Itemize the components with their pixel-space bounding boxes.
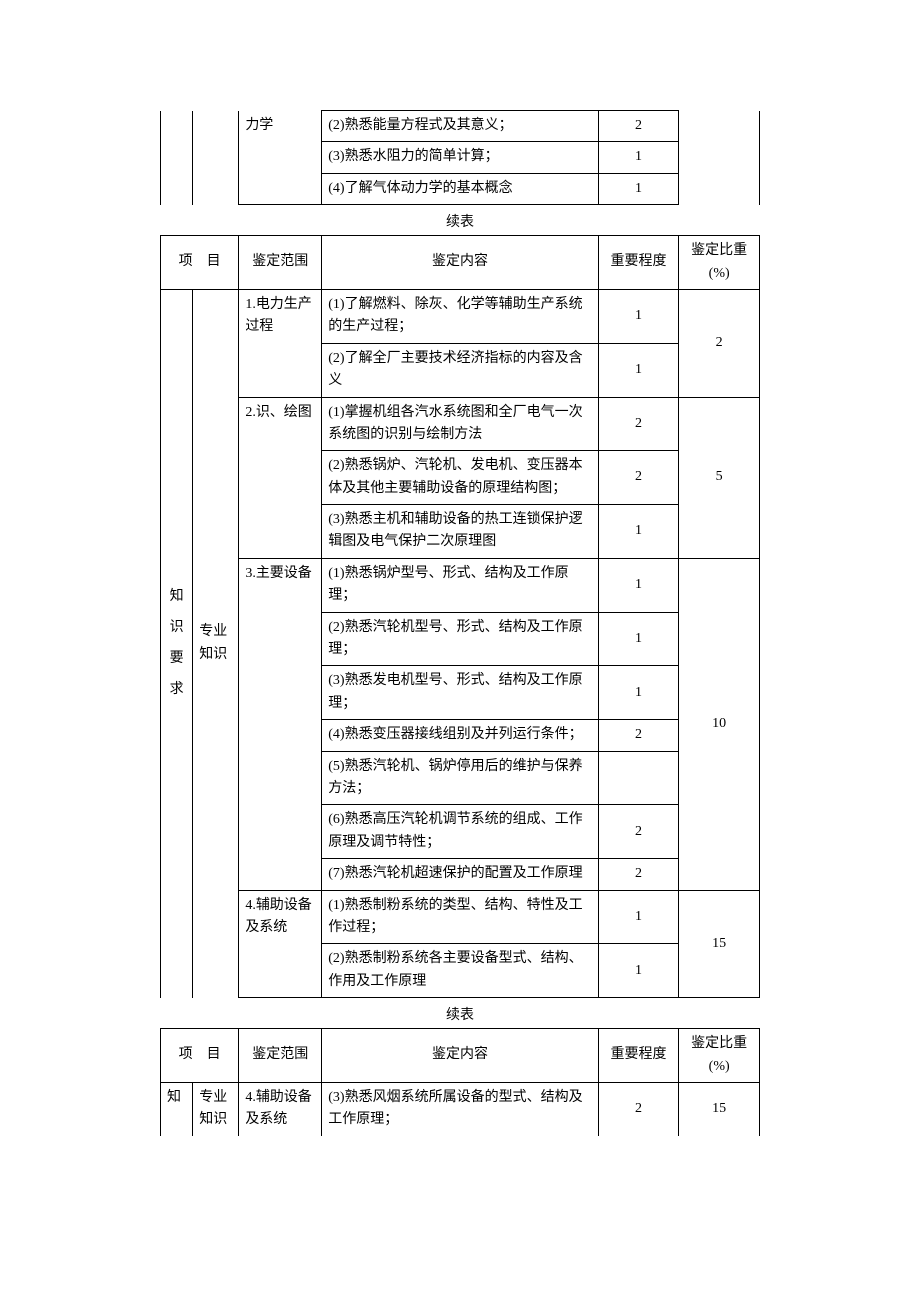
importance-cell: 1 [598, 558, 679, 612]
importance-cell: 1 [598, 666, 679, 720]
content-cell: (3)熟悉风烟系统所属设备的型式、结构及工作原理； [322, 1082, 598, 1135]
col2-top: 专业 [199, 624, 227, 639]
header-project: 项 目 [161, 236, 239, 290]
importance-cell: 1 [598, 612, 679, 666]
weight-cell: 15 [679, 890, 760, 998]
importance-cell: 1 [598, 173, 679, 204]
scope-cell: 4.辅助设备及系统 [239, 890, 322, 998]
weight-cell: 10 [679, 558, 760, 890]
col2-blank [193, 111, 239, 205]
header-importance: 重要程度 [598, 1029, 679, 1083]
header-project: 项 目 [161, 1029, 239, 1083]
importance-cell: 2 [598, 111, 679, 142]
header-importance: 重要程度 [598, 236, 679, 290]
content-cell: (3)熟悉主机和辅助设备的热工连锁保护逻辑图及电气保护二次原理图 [322, 505, 598, 559]
content-cell: (4)熟悉变压器接线组别及并列运行条件； [322, 720, 598, 751]
header-scope: 鉴定范围 [239, 1029, 322, 1083]
importance-cell: 2 [598, 397, 679, 451]
col2-bot: 知识 [199, 647, 227, 662]
col2-label: 专业 知识 [193, 289, 239, 997]
content-cell: (2)熟悉能量方程式及其意义； [322, 111, 598, 142]
scope-cell: 3.主要设备 [239, 558, 322, 890]
importance-cell: 1 [598, 142, 679, 173]
importance-cell: 1 [598, 890, 679, 944]
table-fragment-top: 力学 (2)熟悉能量方程式及其意义； 2 (3)熟悉水阻力的简单计算； 1 (4… [160, 110, 760, 205]
importance-cell: 1 [598, 944, 679, 998]
content-cell: (7)熟悉汽轮机超速保护的配置及工作原理 [322, 859, 598, 890]
content-cell: (2)熟悉锅炉、汽轮机、发电机、变压器本体及其他主要辅助设备的原理结构图； [322, 451, 598, 505]
scope-cell: 4.辅助设备及系统 [239, 1082, 322, 1135]
col1-label: 知 识 要 求 [161, 289, 193, 997]
content-cell: (1)熟悉制粉系统的类型、结构、特性及工作过程； [322, 890, 598, 944]
char: 要 [167, 644, 186, 675]
content-cell: (1)熟悉锅炉型号、形式、结构及工作原理； [322, 558, 598, 612]
content-cell: (1)了解燃料、除灰、化学等辅助生产系统的生产过程； [322, 289, 598, 343]
weight-cell: 5 [679, 397, 760, 558]
content-cell: (2)熟悉制粉系统各主要设备型式、结构、作用及工作原理 [322, 944, 598, 998]
table-row: 4.辅助设备及系统 (1)熟悉制粉系统的类型、结构、特性及工作过程； 1 15 [161, 890, 760, 944]
header-content: 鉴定内容 [322, 236, 598, 290]
table-row: 力学 (2)熟悉能量方程式及其意义； 2 [161, 111, 760, 142]
content-cell: (4)了解气体动力学的基本概念 [322, 173, 598, 204]
col2-top: 专业 [199, 1090, 227, 1105]
char: 求 [167, 675, 186, 706]
header-scope: 鉴定范围 [239, 236, 322, 290]
content-cell: (6)熟悉高压汽轮机调节系统的组成、工作原理及调节特性； [322, 805, 598, 859]
importance-cell: 2 [598, 805, 679, 859]
table-row: 知 专业 知识 4.辅助设备及系统 (3)熟悉风烟系统所属设备的型式、结构及工作… [161, 1082, 760, 1135]
table-continued-2: 项 目 鉴定范围 鉴定内容 重要程度 鉴定比重(%) 知 专业 知识 4.辅助设… [160, 1028, 760, 1136]
col1-label: 知 [161, 1082, 193, 1135]
importance-cell: 2 [598, 859, 679, 890]
col2-label: 专业 知识 [193, 1082, 239, 1135]
content-cell: (1)掌握机组各汽水系统图和全厂电气一次系统图的识别与绘制方法 [322, 397, 598, 451]
table-row: 知 识 要 求 专业 知识 1.电力生产过程 (1)了解燃料、除灰、化学等辅助生… [161, 289, 760, 343]
weight-cell: 2 [679, 289, 760, 397]
importance-cell [598, 751, 679, 805]
importance-cell: 1 [598, 505, 679, 559]
content-cell: (3)熟悉发电机型号、形式、结构及工作原理； [322, 666, 598, 720]
table-main: 项 目 鉴定范围 鉴定内容 重要程度 鉴定比重(%) 知 识 要 求 专业 知识… [160, 235, 760, 998]
content-cell: (3)熟悉水阻力的简单计算； [322, 142, 598, 173]
header-weight: 鉴定比重(%) [679, 1029, 760, 1083]
importance-cell: 1 [598, 289, 679, 343]
weight-blank [679, 111, 760, 205]
col2-bot: 知识 [199, 1112, 227, 1127]
scope-cell: 2.识、绘图 [239, 397, 322, 558]
content-cell: (5)熟悉汽轮机、锅炉停用后的维护与保养方法； [322, 751, 598, 805]
importance-cell: 2 [598, 720, 679, 751]
char: 识 [167, 613, 186, 644]
importance-cell: 2 [598, 451, 679, 505]
caption-continued: 续表 [160, 998, 760, 1028]
table-header-row: 项 目 鉴定范围 鉴定内容 重要程度 鉴定比重(%) [161, 1029, 760, 1083]
importance-cell: 2 [598, 1082, 679, 1135]
header-weight: 鉴定比重(%) [679, 236, 760, 290]
table-row: 3.主要设备 (1)熟悉锅炉型号、形式、结构及工作原理； 1 10 [161, 558, 760, 612]
content-cell: (2)熟悉汽轮机型号、形式、结构及工作原理； [322, 612, 598, 666]
content-cell: (2)了解全厂主要技术经济指标的内容及含义 [322, 343, 598, 397]
col1-blank [161, 111, 193, 205]
scope-cell: 力学 [239, 111, 322, 205]
scope-cell: 1.电力生产过程 [239, 289, 322, 397]
weight-cell: 15 [679, 1082, 760, 1135]
header-content: 鉴定内容 [322, 1029, 598, 1083]
caption-continued: 续表 [160, 205, 760, 235]
table-header-row: 项 目 鉴定范围 鉴定内容 重要程度 鉴定比重(%) [161, 236, 760, 290]
table-row: 2.识、绘图 (1)掌握机组各汽水系统图和全厂电气一次系统图的识别与绘制方法 2… [161, 397, 760, 451]
char: 知 [167, 582, 186, 613]
importance-cell: 1 [598, 343, 679, 397]
